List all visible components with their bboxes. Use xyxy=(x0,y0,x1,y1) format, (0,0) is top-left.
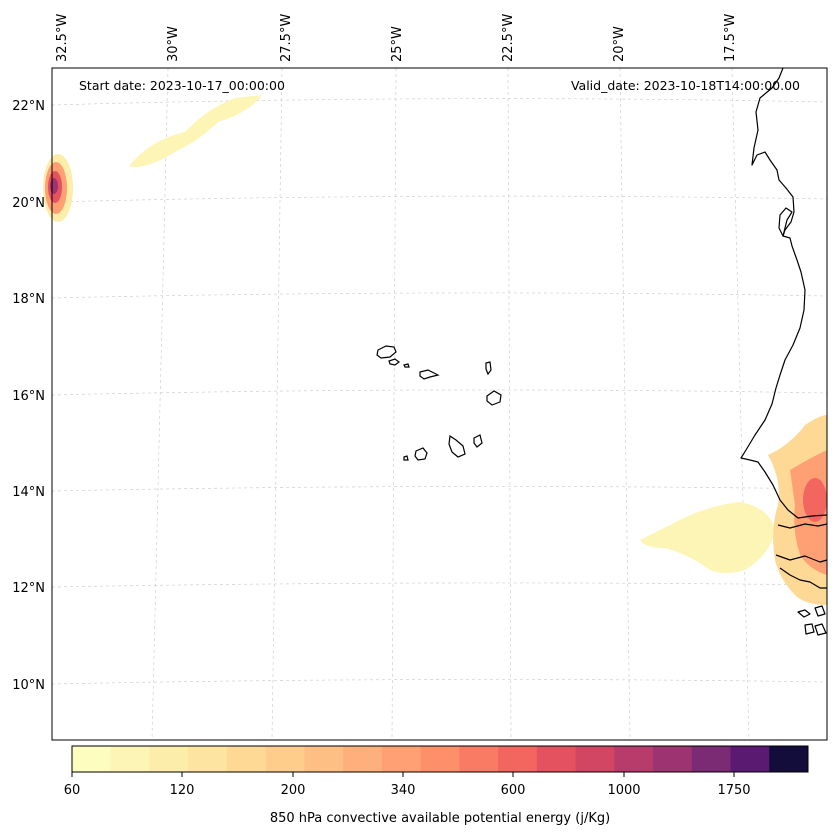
cape-region-west-peak xyxy=(50,178,58,194)
lat-label-20n: 20°N xyxy=(12,196,45,211)
island-brava xyxy=(403,455,409,461)
colorbar-swatch xyxy=(730,746,770,772)
map-area xyxy=(52,68,827,740)
lat-label-10n: 10°N xyxy=(12,678,45,693)
island-santa-luzia xyxy=(403,363,410,368)
colorbar: 60 120 200 340 600 1000 1750 850 hPa con… xyxy=(64,745,809,826)
lon-label-27-5w: 27.5°W xyxy=(279,14,294,62)
lon-label-30w: 30°W xyxy=(166,26,181,62)
colorbar-swatch xyxy=(265,746,305,772)
guinea-bissau-border xyxy=(775,554,828,563)
latitude-labels: 22°N 20°N 18°N 16°N 14°N 12°N 10°N xyxy=(12,99,45,693)
colorbar-swatch xyxy=(188,746,228,772)
colorbar-swatch xyxy=(226,746,267,772)
senegal-bay xyxy=(778,207,793,237)
colorbar-swatch xyxy=(304,746,344,772)
colorbar-swatch xyxy=(72,746,112,772)
colorbar-tick-1000: 1000 xyxy=(607,783,640,798)
longitude-labels: 32.5°W 30°W 27.5°W 25°W 22.5°W 20°W 17.5… xyxy=(55,14,738,62)
colorbar-swatch xyxy=(614,746,654,772)
coastline xyxy=(740,67,828,636)
island-sao-nicolau xyxy=(419,369,440,380)
island-santo-antao xyxy=(376,345,397,359)
cape-region-north xyxy=(130,95,262,168)
lon-label-32-5w: 32.5°W xyxy=(55,14,70,62)
colorbar-swatch xyxy=(343,746,383,772)
start-date-annotation: Start date: 2023-10-17_00:00:00 xyxy=(79,78,285,93)
island-boa-vista xyxy=(486,390,502,406)
lat-label-18n: 18°N xyxy=(12,292,45,307)
colorbar-label: 850 hPa convective available potential e… xyxy=(270,811,610,826)
guinea-coast xyxy=(779,567,827,589)
colorbar-swatch xyxy=(459,746,499,772)
graticule xyxy=(51,67,828,741)
colorbar-swatch xyxy=(769,746,809,772)
valid-date-annotation: Valid_date: 2023-10-18T14:00:00.00 xyxy=(571,78,800,93)
africa-coastline xyxy=(740,67,828,519)
colorbar-tick-60: 60 xyxy=(64,783,81,798)
island-santiago xyxy=(448,434,466,458)
colorbar-swatch xyxy=(575,746,615,772)
colorbar-ticks xyxy=(71,772,735,777)
lon-label-22-5w: 22.5°W xyxy=(501,14,516,62)
colorbar-swatches xyxy=(72,746,809,772)
cape-region-south xyxy=(640,502,775,573)
colorbar-tick-120: 120 xyxy=(170,783,195,798)
island-sal xyxy=(485,361,492,376)
island-maio xyxy=(473,434,483,448)
lon-label-25w: 25°W xyxy=(390,26,405,62)
island-sao-vicente xyxy=(388,358,400,366)
gambia-border xyxy=(777,523,828,529)
colorbar-swatch xyxy=(653,746,693,772)
cape-verde-islands xyxy=(376,345,502,461)
lat-label-16n: 16°N xyxy=(12,389,45,404)
map-frame xyxy=(51,67,828,741)
colorbar-tick-1750: 1750 xyxy=(717,783,750,798)
lat-label-22n: 22°N xyxy=(12,99,45,114)
lon-label-20w: 20°W xyxy=(612,26,627,62)
colorbar-swatch xyxy=(381,746,422,772)
colorbar-swatch xyxy=(498,746,538,772)
coastal-islands xyxy=(797,605,827,636)
colorbar-tick-600: 600 xyxy=(501,783,526,798)
cape-region-east-core xyxy=(803,478,827,522)
colorbar-frame xyxy=(71,745,809,773)
colorbar-swatch xyxy=(420,746,460,772)
colorbar-tick-340: 340 xyxy=(391,783,416,798)
colorbar-tick-200: 200 xyxy=(281,783,306,798)
colorbar-swatch xyxy=(536,746,577,772)
lat-label-14n: 14°N xyxy=(12,485,45,500)
island-fogo xyxy=(414,447,428,461)
colorbar-swatch xyxy=(149,746,189,772)
lat-label-12n: 12°N xyxy=(12,581,45,596)
colorbar-swatch xyxy=(691,746,732,772)
colorbar-swatch xyxy=(110,746,150,772)
lon-label-17-5w: 17.5°W xyxy=(723,14,738,62)
